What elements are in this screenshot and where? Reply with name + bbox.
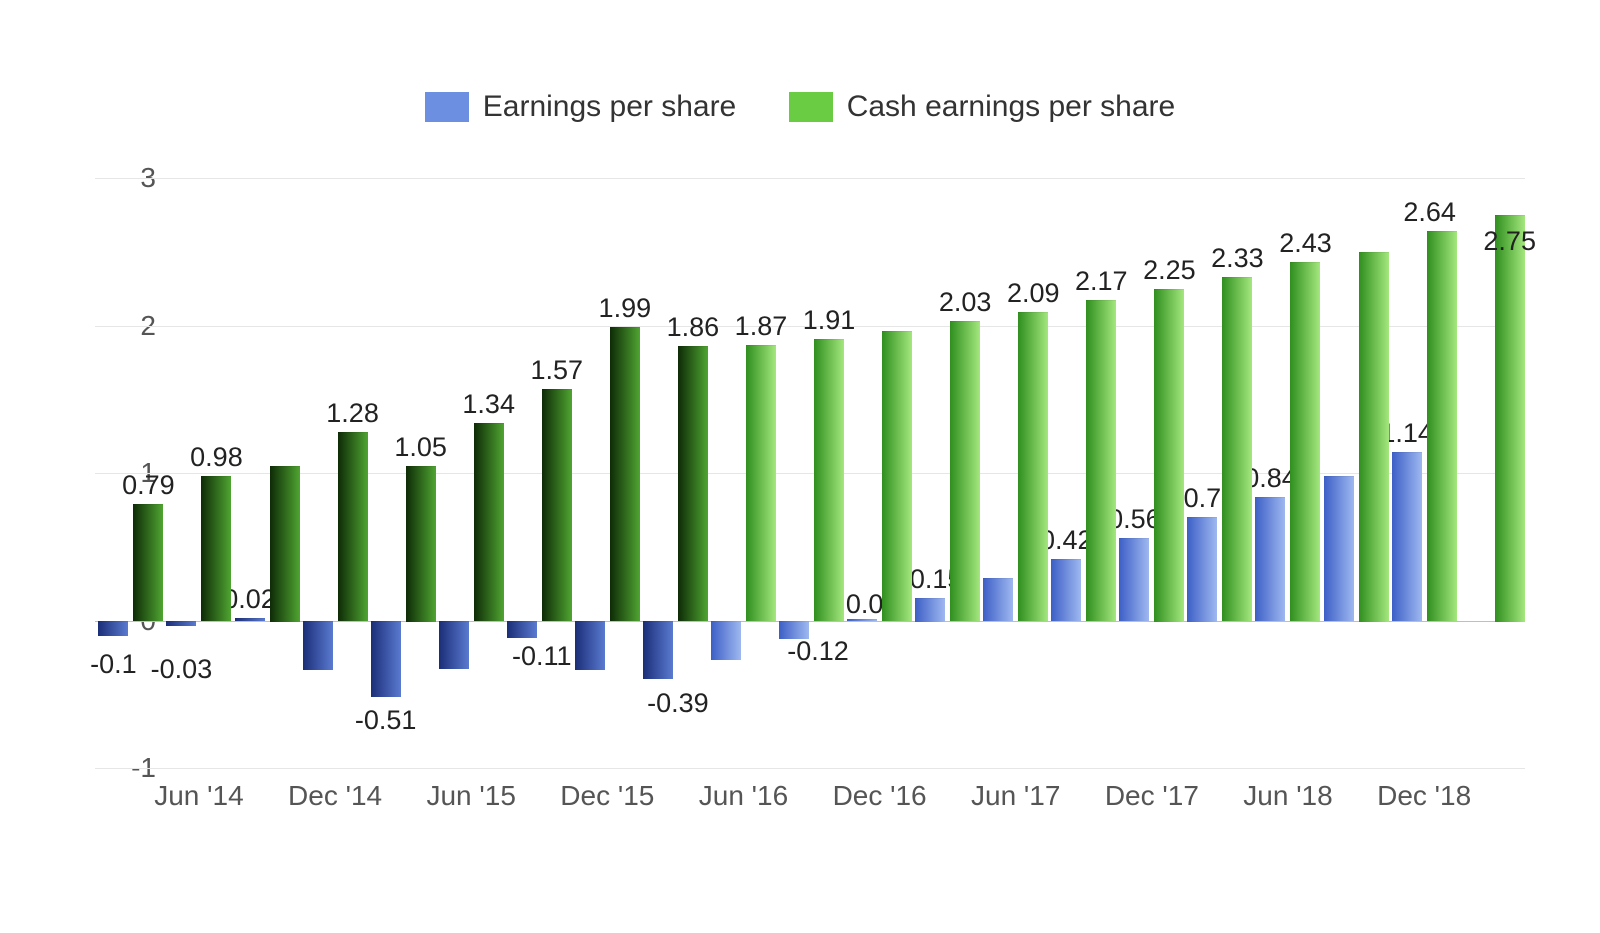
bar-cash-eps <box>1427 231 1457 621</box>
x-tick-label: Dec '17 <box>1105 780 1199 812</box>
x-tick-label: Jun '18 <box>1243 780 1332 812</box>
x-tick-label: Dec '14 <box>288 780 382 812</box>
bar-label-eps: -0.11 <box>512 641 572 672</box>
bar-cash-eps <box>1359 252 1389 622</box>
bar-label-cash-eps: 2.33 <box>1211 243 1264 274</box>
bar-eps <box>1187 517 1217 621</box>
bar-eps <box>1324 476 1354 622</box>
bar-label-cash-eps: 1.91 <box>803 305 856 336</box>
bar-cash-eps <box>882 331 912 621</box>
bar-cash-eps <box>1495 215 1525 622</box>
bar-label-eps: -0.03 <box>151 654 213 685</box>
bar-label-eps: -0.39 <box>647 688 709 719</box>
legend-item-eps: Earnings per share <box>425 90 736 124</box>
bar-eps <box>1051 559 1081 622</box>
bar-label-eps: 0.7 <box>1184 483 1222 514</box>
bar-eps <box>575 621 605 671</box>
bar-label-cash-eps: 2.75 <box>1483 226 1536 257</box>
bar-label-cash-eps: 1.99 <box>599 293 652 324</box>
bar-label-cash-eps: 1.28 <box>326 398 379 429</box>
x-tick-label: Jun '14 <box>154 780 243 812</box>
bar-eps <box>166 621 196 626</box>
legend-item-cash-eps: Cash earnings per share <box>789 90 1176 124</box>
gridline <box>95 768 1525 769</box>
bar-label-cash-eps: 0.79 <box>122 470 175 501</box>
plot-area: -0.1-0.030.02-0.51-0.11-0.39-0.120.010.1… <box>95 178 1525 768</box>
bar-label-cash-eps: 1.34 <box>462 389 515 420</box>
bar-cash-eps <box>950 321 980 621</box>
bar-label-cash-eps: 2.03 <box>939 287 992 318</box>
bar-cash-eps <box>542 389 572 622</box>
bar-eps <box>303 621 333 671</box>
bar-eps <box>643 621 673 680</box>
bar-label-cash-eps: 0.98 <box>190 442 243 473</box>
x-tick-label: Dec '15 <box>560 780 654 812</box>
bar-label-cash-eps: 1.86 <box>667 312 720 343</box>
bar-eps <box>98 621 128 637</box>
legend: Earnings per share Cash earnings per sha… <box>0 90 1600 127</box>
bar-eps <box>439 621 469 669</box>
bar-label-cash-eps: 1.87 <box>735 311 788 342</box>
bar-cash-eps <box>270 466 300 622</box>
bar-cash-eps <box>201 476 231 622</box>
legend-label-eps: Earnings per share <box>483 90 736 124</box>
bar-eps <box>915 598 945 621</box>
bars: -0.1-0.030.02-0.51-0.11-0.39-0.120.010.1… <box>95 178 1525 768</box>
bar-cash-eps <box>678 346 708 621</box>
legend-swatch-cash-eps <box>789 92 833 122</box>
x-tick-label: Dec '16 <box>833 780 927 812</box>
bar-eps <box>235 618 265 622</box>
bar-cash-eps <box>610 327 640 622</box>
bar-cash-eps <box>474 423 504 622</box>
bar-cash-eps <box>1290 262 1320 621</box>
bar-label-cash-eps: 2.64 <box>1403 197 1456 228</box>
bar-eps <box>1255 497 1285 622</box>
bar-label-cash-eps: 1.57 <box>530 355 583 386</box>
x-axis: Jun '14 Dec '14 Jun '15 Dec '15 Jun '16 Dec '… <box>95 780 1525 830</box>
bar-cash-eps <box>1222 277 1252 622</box>
x-tick-label: Jun '17 <box>971 780 1060 812</box>
bar-label-cash-eps: 1.05 <box>394 432 447 463</box>
bar-cash-eps <box>814 339 844 622</box>
bar-cash-eps <box>133 504 163 622</box>
bar-label-cash-eps: 2.17 <box>1075 266 1128 297</box>
bar-label-eps: -0.1 <box>90 649 137 680</box>
bar-cash-eps <box>1154 289 1184 622</box>
bar-eps <box>1392 452 1422 621</box>
eps-chart: Earnings per share Cash earnings per sha… <box>0 0 1600 933</box>
bar-cash-eps <box>406 466 436 622</box>
bar-cash-eps <box>746 345 776 622</box>
bar-label-cash-eps: 2.25 <box>1143 255 1196 286</box>
x-tick-label: Jun '16 <box>699 780 788 812</box>
bar-eps <box>1119 538 1149 622</box>
bar-cash-eps <box>1086 300 1116 621</box>
bar-eps <box>507 621 537 638</box>
bar-label-eps: -0.51 <box>355 705 417 736</box>
bar-label-cash-eps: 2.09 <box>1007 278 1060 309</box>
bar-eps <box>983 578 1013 622</box>
bar-cash-eps <box>1018 312 1048 621</box>
legend-swatch-eps <box>425 92 469 122</box>
bar-label-cash-eps: 2.43 <box>1279 228 1332 259</box>
legend-label-cash-eps: Cash earnings per share <box>847 90 1176 124</box>
bar-eps <box>371 621 401 697</box>
bar-eps <box>711 621 741 660</box>
x-tick-label: Dec '18 <box>1377 780 1471 812</box>
bar-cash-eps <box>338 432 368 622</box>
bar-label-eps: -0.12 <box>787 636 849 667</box>
x-tick-label: Jun '15 <box>426 780 515 812</box>
